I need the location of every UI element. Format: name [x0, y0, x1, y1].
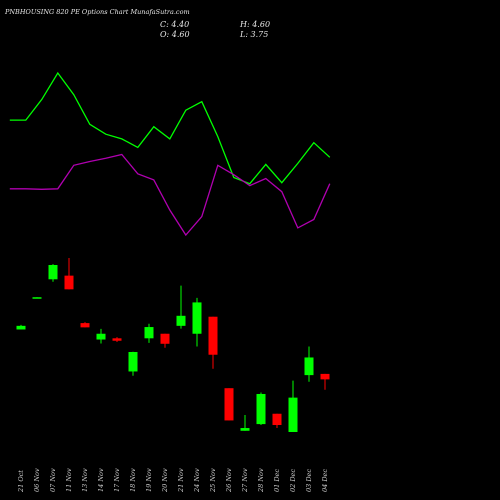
- date-label: 27 Nov: [241, 468, 249, 493]
- candle-21-nov: [176, 285, 186, 329]
- candle-body: [272, 413, 282, 426]
- candle-body: [176, 315, 186, 326]
- date-label: 14 Nov: [97, 468, 105, 492]
- candle-body: [304, 357, 314, 376]
- date-label: 11 Nov: [65, 468, 73, 492]
- date-label: 28 Nov: [257, 468, 265, 493]
- candle-19-nov: [144, 323, 154, 343]
- candle-body: [80, 323, 90, 328]
- candle-18-nov: [128, 351, 138, 376]
- candle-14-nov: [96, 328, 106, 344]
- high-label: H: 4.60: [239, 20, 270, 29]
- candle-body: [208, 316, 218, 355]
- date-label: 20 Nov: [161, 468, 169, 493]
- candle-body: [240, 428, 250, 431]
- candle-body: [224, 388, 234, 421]
- lower-line: [9, 153, 331, 237]
- candle-body: [288, 397, 298, 432]
- date-label: 13 Nov: [81, 468, 89, 492]
- candle-28-nov: [256, 392, 266, 426]
- date-label: 24 Nov: [193, 468, 201, 493]
- candle-24-nov: [192, 297, 202, 347]
- candle-body: [144, 327, 154, 339]
- candle-04-dec: [320, 373, 330, 390]
- candle-body: [32, 297, 42, 299]
- candle-17-nov: [112, 337, 122, 342]
- candle-25-nov: [208, 316, 218, 369]
- date-label: 21 Oct: [17, 470, 25, 493]
- date-label: 18 Nov: [129, 468, 137, 492]
- date-label: 03 Dec: [305, 469, 313, 492]
- candle-27-nov: [240, 414, 250, 431]
- close-label: C: 4.40: [160, 20, 189, 29]
- candle-07-nov: [48, 264, 58, 282]
- candle-body: [48, 264, 58, 280]
- date-label: 01 Dec: [273, 469, 281, 492]
- candle-02-dec: [288, 380, 298, 432]
- candles-group: [16, 258, 330, 432]
- candle-body: [96, 333, 106, 340]
- candle-11-nov: [64, 258, 74, 290]
- date-label: 04 Dec: [321, 469, 329, 492]
- date-label: 17 Nov: [113, 468, 121, 492]
- low-label: L: 3.75: [239, 30, 268, 39]
- date-label: 07 Nov: [49, 468, 57, 492]
- candle-26-nov: [224, 388, 234, 421]
- date-label: 19 Nov: [145, 468, 153, 492]
- candle-body: [320, 373, 330, 380]
- candle-13-nov: [80, 322, 90, 328]
- candle-body: [192, 302, 202, 334]
- candle-21-oct: [16, 324, 26, 330]
- date-label: 06 Nov: [33, 468, 41, 492]
- candle-01-dec: [272, 413, 282, 429]
- date-label: 25 Nov: [209, 468, 217, 493]
- date-label: 26 Nov: [225, 468, 233, 493]
- open-label: O: 4.60: [160, 30, 190, 39]
- candle-body: [160, 333, 170, 344]
- candle-body: [256, 393, 266, 425]
- candle-20-nov: [160, 333, 170, 348]
- date-axis: 21 Oct 06 Nov 07 Nov 11 Nov 13 Nov 14 Nov 17 N…: [17, 468, 329, 493]
- candle-body: [64, 275, 74, 290]
- date-label: 02 Dec: [289, 469, 297, 492]
- candle-body: [112, 338, 122, 341]
- candle-body: [128, 351, 138, 372]
- indicator-lines: [9, 71, 331, 237]
- candle-body: [16, 325, 26, 330]
- upper-line: [9, 71, 331, 185]
- candle-06-nov: [32, 297, 42, 299]
- chart-title: PNBHOUSING 820 PE Options Chart MunafaSu…: [4, 8, 190, 16]
- date-label: 21 Nov: [177, 468, 185, 493]
- candle-03-dec: [304, 346, 314, 382]
